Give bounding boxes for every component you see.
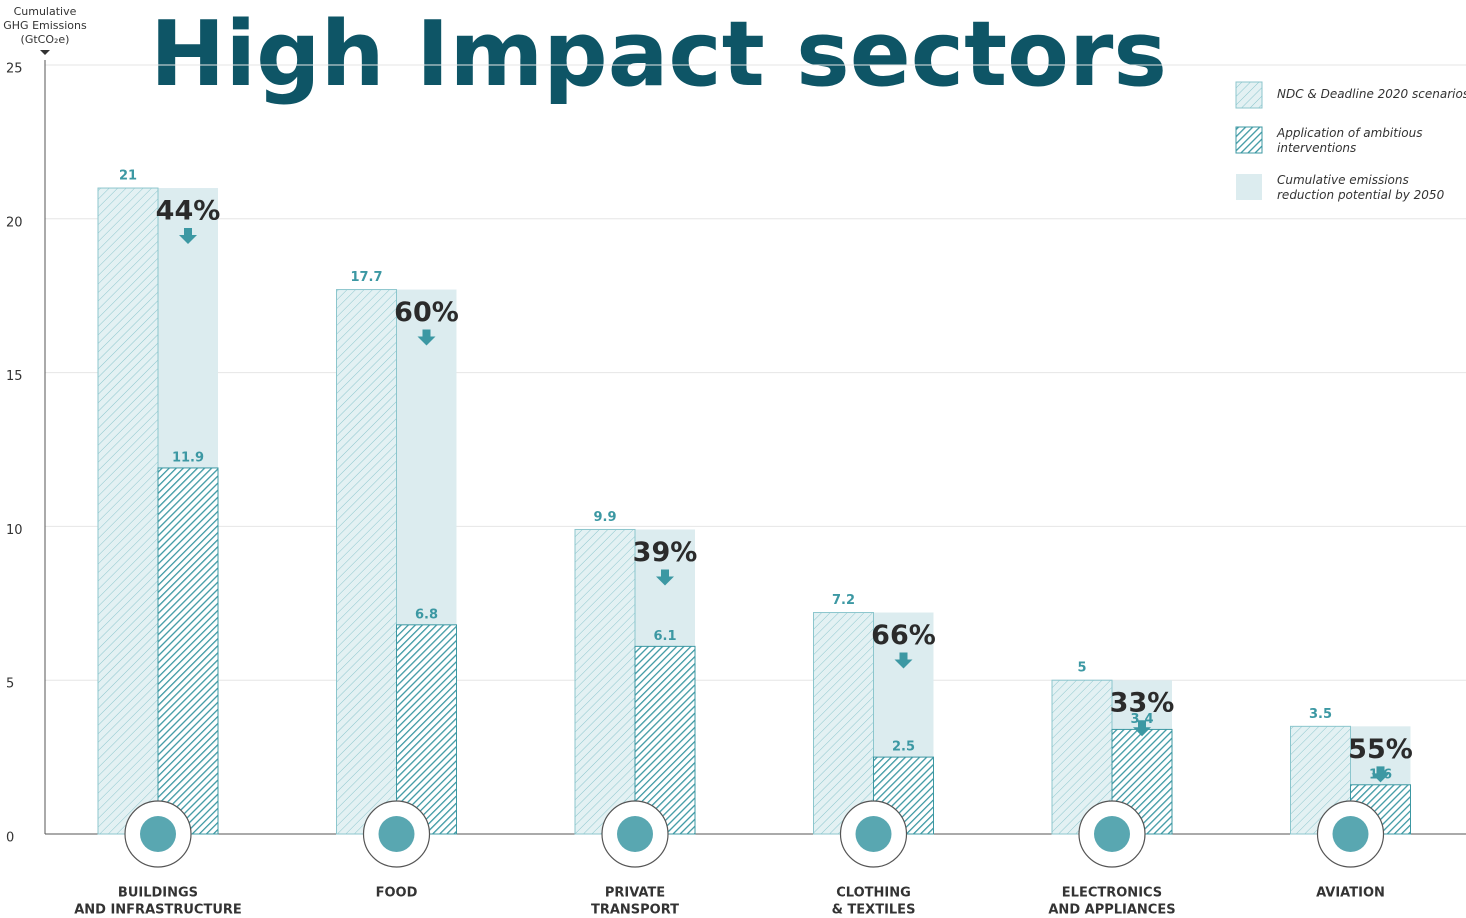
data-label: 3.5 bbox=[1309, 707, 1332, 722]
sector-icon-fill bbox=[140, 816, 176, 852]
y-axis-label: (GtCO₂e) bbox=[21, 33, 70, 46]
y-axis-label: Cumulative bbox=[14, 5, 77, 18]
x-tick-label: & TEXTILES bbox=[832, 903, 916, 918]
x-tick-label: PRIVATE bbox=[605, 886, 665, 901]
bar bbox=[157, 467, 219, 835]
y-axis-arrow bbox=[40, 50, 50, 55]
down-arrow bbox=[417, 329, 436, 346]
reduction-label: 55% bbox=[1348, 734, 1413, 765]
data-label: 5 bbox=[1077, 661, 1086, 676]
sector-icon-fill bbox=[1332, 816, 1369, 852]
bar bbox=[813, 612, 874, 835]
bar bbox=[574, 528, 636, 835]
legend-swatch bbox=[1236, 174, 1262, 200]
y-tick-label: 25 bbox=[6, 62, 23, 77]
x-tick-label: AVIATION bbox=[1316, 886, 1385, 901]
data-label: 11.9 bbox=[172, 450, 204, 465]
sector-icon-fill bbox=[1094, 816, 1130, 852]
x-tick-label: AND INFRASTRUCTURE bbox=[74, 903, 242, 918]
data-label: 6.8 bbox=[415, 607, 438, 622]
data-label: 9.9 bbox=[593, 510, 616, 525]
down-arrow bbox=[894, 652, 913, 669]
legend-label: Cumulative emissions reduction potential… bbox=[1277, 173, 1445, 202]
y-tick-label: 15 bbox=[6, 369, 23, 384]
y-tick-label: 5 bbox=[6, 677, 14, 692]
data-label: 21 bbox=[119, 169, 137, 184]
bar bbox=[336, 289, 397, 835]
x-tick-label: BUILDINGS bbox=[118, 886, 198, 901]
reduction-label: 39% bbox=[633, 537, 698, 568]
down-arrow bbox=[1371, 766, 1390, 783]
y-tick-label: 0 bbox=[6, 831, 14, 846]
sector-icon-fill bbox=[617, 816, 653, 852]
x-tick-label: AND APPLIANCES bbox=[1048, 903, 1175, 918]
down-arrow bbox=[1133, 720, 1151, 737]
x-tick-label: FOOD bbox=[376, 886, 418, 901]
y-tick-label: 10 bbox=[6, 523, 23, 538]
sector-icon-fill bbox=[378, 816, 415, 852]
reduction-label: 60% bbox=[394, 297, 459, 328]
reduction-label: 66% bbox=[871, 620, 936, 651]
legend-swatch bbox=[1235, 81, 1263, 109]
legend-label: Application of ambitious interventions bbox=[1277, 126, 1423, 155]
bar bbox=[396, 624, 457, 835]
data-label: 6.1 bbox=[653, 629, 676, 644]
sector-icon-fill bbox=[855, 816, 892, 852]
legend-swatch bbox=[1235, 126, 1263, 154]
down-arrow bbox=[656, 569, 674, 586]
y-tick-label: 20 bbox=[6, 215, 23, 230]
data-label: 17.7 bbox=[350, 270, 382, 285]
data-label: 2.5 bbox=[892, 740, 915, 755]
y-axis-label: GHG Emissions bbox=[3, 19, 87, 32]
legend-label: NDC & Deadline 2020 scenarios bbox=[1277, 87, 1466, 101]
data-label: 3.4 bbox=[1130, 712, 1153, 727]
reduction-label: 33% bbox=[1110, 688, 1175, 719]
x-tick-label: ELECTRONICS bbox=[1062, 886, 1162, 901]
bar bbox=[97, 187, 159, 835]
reduction-label: 44% bbox=[156, 196, 221, 227]
data-label: 7.2 bbox=[832, 593, 855, 608]
chart-title: High Impact sectors bbox=[150, 2, 1167, 107]
x-tick-label: TRANSPORT bbox=[591, 903, 679, 918]
down-arrow bbox=[179, 228, 197, 245]
x-tick-label: CLOTHING bbox=[836, 886, 911, 901]
